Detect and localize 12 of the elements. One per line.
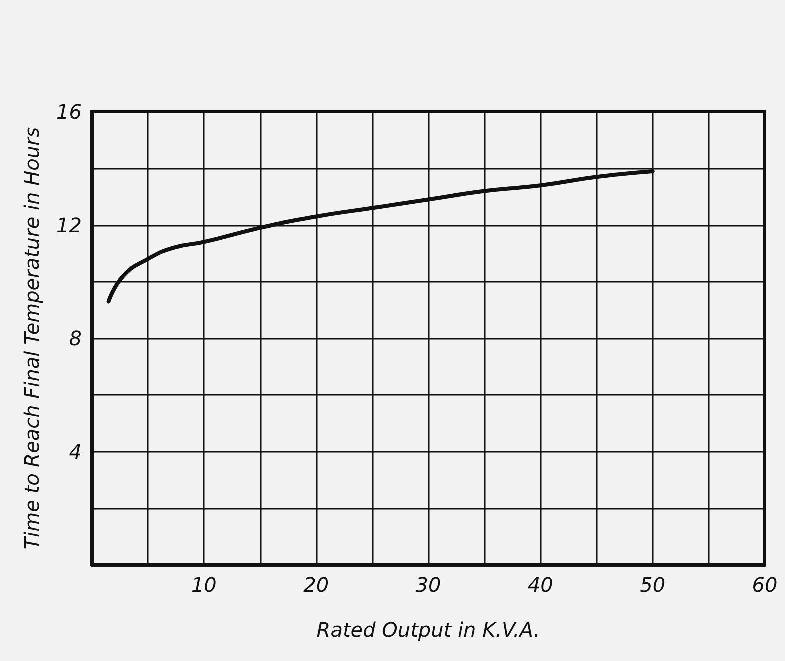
y-tick-label: 16 (56, 100, 82, 124)
y-tick-label: 12 (56, 213, 82, 238)
x-tick-label: 40 (528, 573, 554, 597)
x-tick-label: 60 (752, 573, 778, 597)
x-tick-label: 50 (640, 573, 666, 597)
x-tick-label: 30 (416, 573, 442, 597)
x-axis-title: Rated Output in K.V.A. (316, 618, 540, 642)
x-tick-label: 10 (191, 573, 217, 597)
y-axis-title: Time to Reach Final Temperature in Hours (20, 127, 44, 550)
y-tick-label: 4 (69, 440, 82, 464)
x-tick-label: 20 (304, 573, 330, 597)
y-tick-label: 8 (69, 326, 82, 350)
